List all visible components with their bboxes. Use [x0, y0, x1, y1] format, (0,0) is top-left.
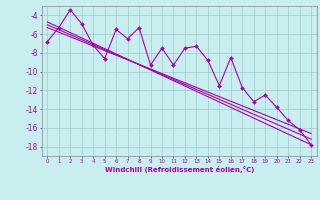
X-axis label: Windchill (Refroidissement éolien,°C): Windchill (Refroidissement éolien,°C) — [105, 166, 254, 173]
